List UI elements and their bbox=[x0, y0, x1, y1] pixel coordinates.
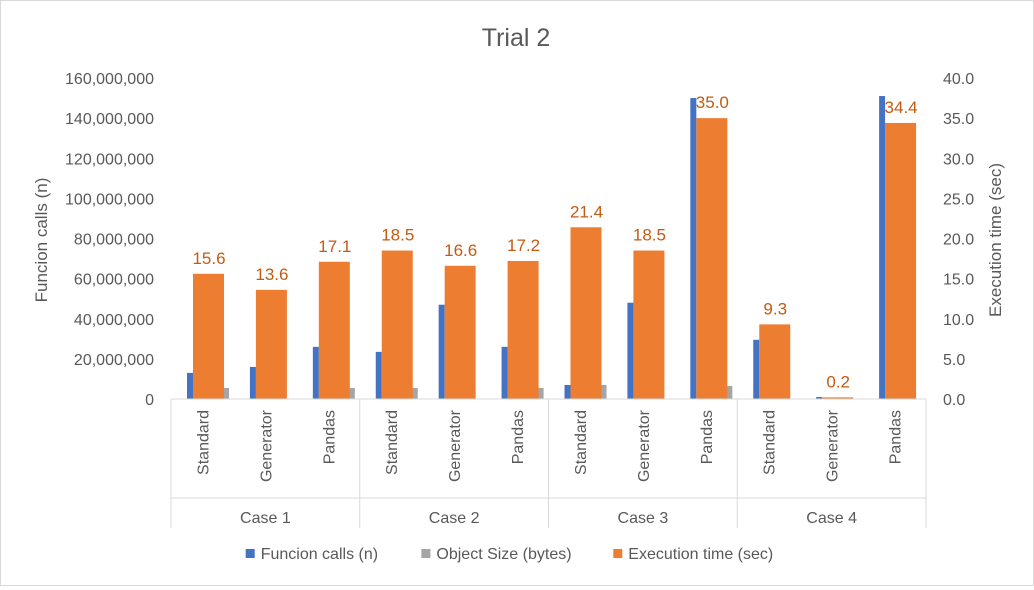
x-tick-label: Generator bbox=[258, 409, 275, 482]
y2-tick-label: 15.0 bbox=[943, 272, 974, 289]
bar-funcion-calls bbox=[564, 384, 571, 399]
y-tick-label: 80,000,000 bbox=[74, 232, 154, 249]
data-label: 21.4 bbox=[570, 202, 603, 221]
bar-execution-time bbox=[381, 250, 413, 399]
bar-execution-time bbox=[696, 118, 728, 399]
data-label: 18.5 bbox=[381, 226, 414, 245]
bar-execution-time bbox=[570, 227, 602, 399]
bar-execution-time bbox=[822, 397, 854, 399]
y-tick-label: 40,000,000 bbox=[74, 312, 154, 329]
x-tick-label: Standard bbox=[384, 410, 401, 475]
bar-funcion-calls bbox=[816, 396, 823, 399]
x-tick-label: Generator bbox=[447, 409, 464, 482]
x-tick-label: Pandas bbox=[510, 410, 527, 464]
y-tick-label: 20,000,000 bbox=[74, 352, 154, 369]
y-tick-label: 120,000,000 bbox=[65, 151, 154, 168]
legend-label: Execution time (sec) bbox=[628, 546, 773, 563]
y2-tick-label: 10.0 bbox=[943, 312, 974, 329]
data-label: 0.2 bbox=[826, 372, 850, 391]
y2-axis-title: Execution time (sec) bbox=[986, 163, 1005, 317]
x-tick-label: Pandas bbox=[699, 410, 716, 464]
data-label: 35.0 bbox=[696, 93, 729, 112]
y2-tick-label: 40.0 bbox=[943, 71, 974, 88]
data-label: 34.4 bbox=[885, 98, 918, 117]
bar-object-size bbox=[726, 385, 733, 399]
bar-object-size bbox=[600, 384, 607, 399]
data-label: 17.2 bbox=[507, 236, 540, 255]
y-tick-label: 140,000,000 bbox=[65, 111, 154, 128]
legend: Funcion calls (n) Object Size (bytes) Exec… bbox=[245, 546, 773, 563]
group-label: Case 3 bbox=[618, 510, 669, 527]
bar-funcion-calls bbox=[249, 366, 256, 399]
data-label: 15.6 bbox=[192, 249, 225, 268]
chart-title: Trial 2 bbox=[482, 24, 551, 52]
y2-tick-label: 35.0 bbox=[943, 111, 974, 128]
y2-tick-label: 0.0 bbox=[943, 392, 965, 409]
bar-funcion-calls bbox=[753, 339, 760, 399]
group-label: Case 2 bbox=[429, 510, 480, 527]
legend-item: Object Size (bytes) bbox=[421, 546, 572, 563]
bar-object-size bbox=[223, 387, 229, 399]
plot-area: 0 20,000,000 40,000,000 60,000,000 80,000,00… bbox=[65, 71, 974, 528]
legend-marker bbox=[421, 549, 431, 558]
bar-execution-time bbox=[885, 122, 917, 399]
data-label: 18.5 bbox=[633, 226, 666, 245]
bar-execution-time bbox=[633, 250, 665, 399]
bar-execution-time bbox=[444, 265, 476, 399]
bar-funcion-calls bbox=[438, 304, 445, 399]
bar-funcion-calls bbox=[879, 96, 886, 400]
bar-execution-time bbox=[255, 289, 287, 399]
bar-execution-time bbox=[193, 273, 224, 399]
bar-execution-time bbox=[318, 261, 350, 399]
y2-tick-label: 25.0 bbox=[943, 191, 974, 208]
data-label: 13.6 bbox=[255, 265, 288, 284]
bar-object-size bbox=[537, 387, 544, 399]
x-tick-label: Standard bbox=[195, 410, 212, 475]
legend-label: Object Size (bytes) bbox=[436, 546, 571, 563]
y2-tick-label: 30.0 bbox=[943, 151, 974, 168]
bar-execution-time bbox=[507, 260, 539, 399]
y2-tick-label: 20.0 bbox=[943, 232, 974, 249]
x-tick-label: Generator bbox=[636, 409, 653, 482]
y-tick-label: 160,000,000 bbox=[65, 71, 154, 88]
x-tick-label: Generator bbox=[825, 409, 842, 482]
bar-object-size bbox=[411, 387, 418, 399]
y2-tick-label: 5.0 bbox=[943, 352, 965, 369]
bar-funcion-calls bbox=[627, 302, 634, 399]
y-axis-title: Funcion calls (n) bbox=[32, 178, 51, 303]
bar-funcion-calls bbox=[312, 346, 319, 399]
bar-funcion-calls bbox=[375, 351, 382, 399]
y-tick-label: 100,000,000 bbox=[65, 191, 154, 208]
legend-marker bbox=[245, 549, 255, 558]
group-label: Case 1 bbox=[240, 510, 291, 527]
y-tick-label: 60,000,000 bbox=[74, 272, 154, 289]
data-label: 17.1 bbox=[318, 237, 351, 256]
bar-object-size bbox=[348, 387, 355, 399]
legend-item: Execution time (sec) bbox=[613, 546, 773, 563]
x-tick-label: Pandas bbox=[321, 410, 338, 464]
x-tick-label: Standard bbox=[573, 410, 590, 475]
bar-funcion-calls bbox=[690, 98, 697, 399]
group-label: Case 4 bbox=[806, 510, 857, 527]
legend-label: Funcion calls (n) bbox=[261, 546, 378, 563]
y-tick-label: 0 bbox=[145, 392, 154, 409]
bar-funcion-calls bbox=[187, 372, 193, 399]
data-label: 9.3 bbox=[763, 299, 787, 318]
data-label: 16.6 bbox=[444, 241, 477, 260]
x-tick-label: Standard bbox=[762, 410, 779, 475]
x-tick-label: Pandas bbox=[888, 410, 905, 464]
legend-marker bbox=[613, 549, 623, 558]
bar-funcion-calls bbox=[501, 346, 508, 399]
legend-item: Funcion calls (n) bbox=[245, 546, 378, 563]
bar-execution-time bbox=[759, 324, 791, 399]
